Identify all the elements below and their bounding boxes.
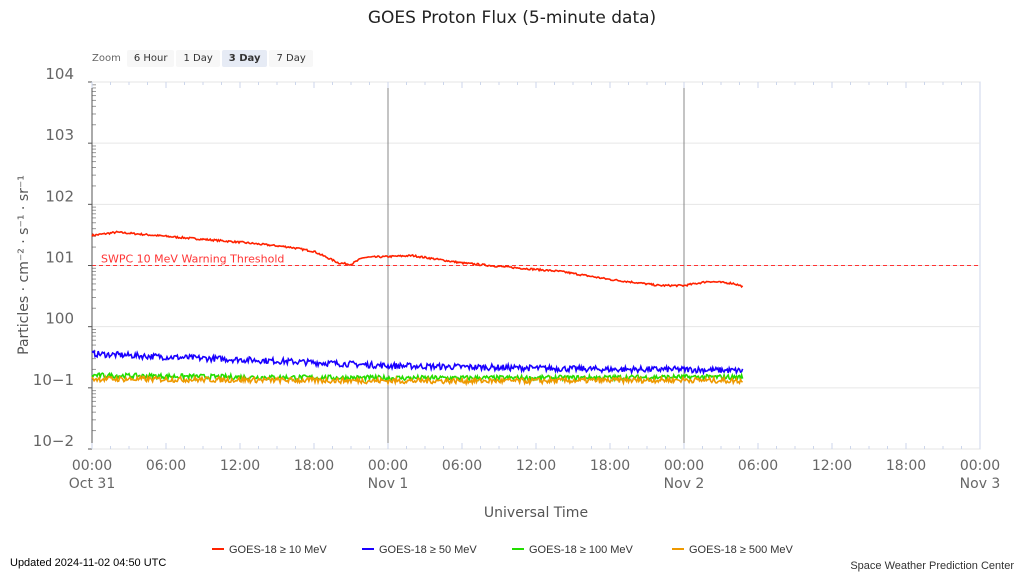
x-tick-label: 00:00 (664, 458, 704, 474)
x-tick-label: 18:00 (590, 458, 630, 474)
y-tick-label: 104 (45, 65, 74, 83)
y-tick-label: 10−2 (33, 432, 74, 450)
x-tick-label: 18:00 (294, 458, 334, 474)
x-tick-label: 12:00 (516, 458, 556, 474)
x-axis-title: Universal Time (484, 505, 588, 521)
legend-item: GOES-18 ≥ 100 MeV (529, 544, 634, 556)
zoom-label: Zoom (92, 53, 121, 64)
series-line (91, 373, 744, 387)
series-line (91, 349, 744, 376)
x-tick-label: 06:00 (146, 458, 186, 474)
zoom-7-day-button[interactable]: 7 Day (269, 50, 313, 67)
x-tick-label: 12:00 (220, 458, 260, 474)
x-tick-label: 00:00 (72, 458, 112, 474)
series-line (91, 230, 744, 289)
zoom-6-hour-button[interactable]: 6 Hour (126, 50, 175, 67)
y-tick-label: 101 (45, 249, 74, 267)
x-tick-date-label: Nov 3 (960, 476, 1001, 492)
x-tick-date-label: Oct 31 (69, 476, 115, 492)
x-tick-label: 00:00 (368, 458, 408, 474)
x-tick-label: 18:00 (886, 458, 926, 474)
x-tick-label: 06:00 (738, 458, 778, 474)
zoom-1-day-button[interactable]: 1 Day (176, 50, 220, 67)
x-tick-label: 12:00 (812, 458, 852, 474)
y-axis-title: Particles · cm⁻² · s⁻¹ · sr⁻¹ (16, 175, 32, 355)
legend-item: GOES-18 ≥ 500 MeV (689, 544, 794, 556)
y-tick-label: 100 (45, 310, 74, 328)
y-tick-label: 103 (45, 126, 74, 144)
x-tick-date-label: Nov 1 (368, 476, 409, 492)
zoom-bar: Zoom 6 Hour 1 Day 3 Day 7 Day (92, 50, 315, 67)
x-tick-date-label: Nov 2 (664, 476, 705, 492)
y-tick-label: 10−1 (33, 371, 74, 389)
threshold-label: SWPC 10 MeV Warning Threshold (101, 253, 284, 266)
legend-item: GOES-18 ≥ 10 MeV (229, 544, 327, 556)
x-tick-label: 06:00 (442, 458, 482, 474)
chart-title: GOES Proton Flux (5-minute data) (368, 8, 656, 28)
legend-item: GOES-18 ≥ 50 MeV (379, 544, 477, 556)
y-tick-label: 102 (45, 187, 74, 205)
updated-timestamp: Updated 2024-11-02 04:50 UTC (10, 557, 167, 569)
zoom-3-day-button[interactable]: 3 Day (221, 50, 268, 67)
credit-text: Space Weather Prediction Center (850, 560, 1014, 572)
x-tick-label: 00:00 (960, 458, 1000, 474)
